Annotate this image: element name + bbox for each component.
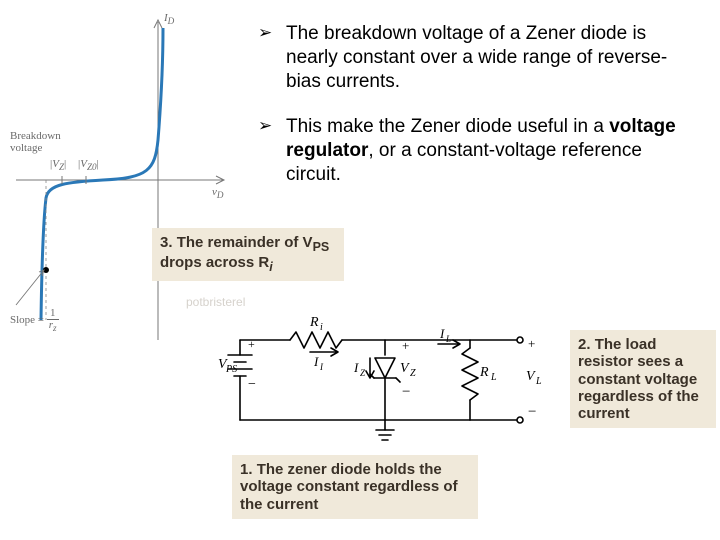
callout-note-2: 2. The load resistor sees a constant vol… bbox=[570, 330, 716, 428]
svg-text:L: L bbox=[535, 376, 542, 387]
circuit-svg: V PS + − R i I I I Z + V Z − I L R L + V… bbox=[210, 300, 550, 450]
note-text: The zener diode holds the voltage consta… bbox=[240, 461, 458, 513]
iv-label-vz: |VZ| bbox=[50, 158, 66, 172]
label-ii: I bbox=[313, 354, 319, 369]
iv-label-id: ID bbox=[164, 12, 174, 26]
bullet-text: This make the Zener diode useful in a vo… bbox=[286, 115, 698, 186]
zener-iv-curve: ID vD Breakdownvoltage |VZ| |VZ0| Slope … bbox=[8, 10, 228, 350]
svg-text:+: + bbox=[248, 337, 255, 351]
svg-text:i: i bbox=[320, 322, 323, 333]
bullet-item: ➢ The breakdown voltage of a Zener diode… bbox=[258, 22, 698, 93]
callout-note-3: 3. The remainder of VPS drops across Ri bbox=[152, 228, 344, 281]
label-il: I bbox=[439, 326, 445, 341]
svg-text:Z: Z bbox=[360, 368, 366, 378]
svg-text:PS: PS bbox=[225, 364, 237, 375]
iv-curve-path bbox=[41, 28, 163, 320]
iv-label-slope: Slope = 1rz bbox=[10, 308, 59, 333]
iv-label-vz0: |VZ0| bbox=[78, 158, 99, 172]
bullet-text: The breakdown voltage of a Zener diode i… bbox=[286, 22, 698, 93]
svg-text:L: L bbox=[490, 372, 497, 383]
bullet-list: ➢ The breakdown voltage of a Zener diode… bbox=[258, 22, 698, 209]
note-number: 2. bbox=[578, 336, 591, 353]
svg-text:−: − bbox=[528, 404, 536, 420]
label-vz: V bbox=[400, 361, 410, 376]
svg-text:I: I bbox=[319, 362, 324, 372]
label-iz: I bbox=[353, 360, 359, 375]
svg-text:−: − bbox=[402, 384, 410, 400]
svg-text:+: + bbox=[528, 336, 535, 351]
note-number: 1. bbox=[240, 461, 253, 478]
note-text: The load resistor sees a constant voltag… bbox=[578, 336, 699, 422]
note-number: 3. bbox=[160, 234, 173, 251]
iv-label-vd: vD bbox=[212, 186, 224, 200]
svg-text:L: L bbox=[445, 334, 451, 344]
label-vl: V bbox=[526, 369, 536, 384]
callout-note-1: 1. The zener diode holds the voltage con… bbox=[232, 455, 478, 519]
svg-text:Z: Z bbox=[410, 368, 416, 379]
iv-label-breakdown: Breakdownvoltage bbox=[10, 130, 76, 154]
label-rl: R bbox=[479, 365, 489, 380]
note-text: The remainder of VPS drops across Ri bbox=[160, 234, 329, 271]
zener-regulator-circuit: V PS + − R i I I I Z + V Z − I L R L + V… bbox=[210, 300, 550, 450]
bullet-arrow-icon: ➢ bbox=[258, 115, 286, 186]
label-ri: R bbox=[309, 315, 319, 330]
svg-text:−: − bbox=[248, 377, 256, 392]
svg-text:+: + bbox=[402, 338, 409, 353]
bullet-item: ➢ This make the Zener diode useful in a … bbox=[258, 115, 698, 186]
bullet-arrow-icon: ➢ bbox=[258, 22, 286, 93]
